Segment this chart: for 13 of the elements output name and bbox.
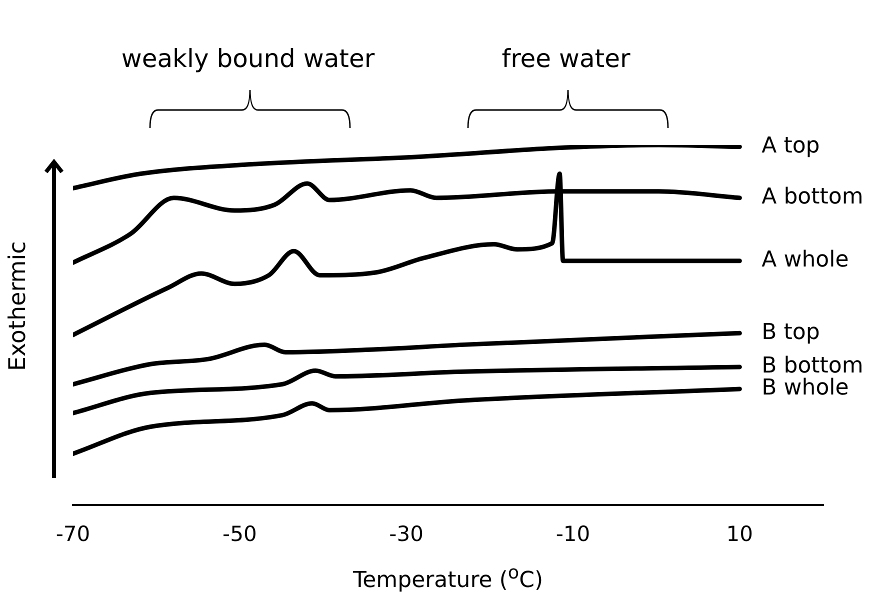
x-tick-label: -30 bbox=[389, 522, 424, 546]
series-label: B top bbox=[762, 320, 820, 345]
x-tick-label: -10 bbox=[556, 522, 590, 546]
x-axis-title: Temperature ($^{o}$C) bbox=[352, 563, 544, 594]
text: weakly bound water bbox=[121, 44, 375, 73]
series-label: A whole bbox=[762, 248, 849, 273]
y-axis-title: Exothermic bbox=[5, 241, 31, 371]
x-tick-label: -50 bbox=[222, 522, 257, 546]
x-tick-label: 10 bbox=[726, 522, 754, 546]
series-label: A bottom bbox=[762, 184, 864, 210]
x-tick-label: -70 bbox=[56, 522, 90, 546]
text: free water bbox=[502, 44, 630, 73]
series-label: A top bbox=[762, 134, 820, 159]
